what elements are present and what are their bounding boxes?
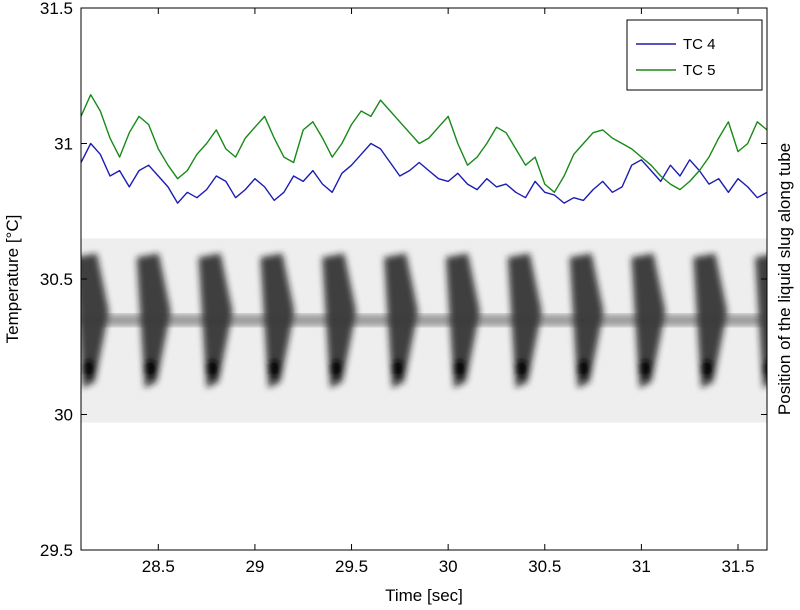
x-tick-label: 31 xyxy=(632,557,651,576)
series-layer xyxy=(81,93,767,204)
x-tick-label: 31.5 xyxy=(721,557,754,576)
slug-blob xyxy=(330,359,343,378)
y-tick-label: 30.5 xyxy=(40,270,73,289)
x-axis-label: Time [sec] xyxy=(385,586,463,605)
y-tick-label: 29.5 xyxy=(40,541,73,560)
y-tick-label: 31 xyxy=(54,135,73,154)
legend-label-tc5: TC 5 xyxy=(683,62,716,79)
series-line-tc5 xyxy=(81,93,767,194)
ticks: 28.5 29 29.5 30 30.5 31 31.5 29.5 30 30.5 31 31.5 xyxy=(40,0,767,576)
legend: TC 4 TC 5 xyxy=(626,19,763,91)
slug-blob xyxy=(82,359,95,378)
slug-blob xyxy=(144,359,157,378)
y-tick-label: 31.5 xyxy=(40,0,73,18)
slug-blob xyxy=(763,359,767,377)
slug-blob xyxy=(639,359,652,378)
slug-position-image xyxy=(81,238,767,423)
slug-blob xyxy=(206,359,219,378)
slug-blob xyxy=(577,359,590,378)
x-tick-label: 29.5 xyxy=(335,557,368,576)
legend-box xyxy=(626,19,763,91)
y-axis-label: Temperature [°C] xyxy=(3,215,22,344)
slug-blob xyxy=(701,359,714,378)
slug-blob xyxy=(392,359,405,378)
series-line-tc4 xyxy=(81,142,767,204)
slug-blob xyxy=(268,359,281,378)
x-tick-label: 30.5 xyxy=(528,557,561,576)
y2-axis-label: Position of the liquid slug along tube xyxy=(775,143,794,415)
x-tick-label: 30 xyxy=(439,557,458,576)
x-tick-label: 29 xyxy=(245,557,264,576)
y-tick-label: 30 xyxy=(54,406,73,425)
slug-blob xyxy=(515,359,528,378)
legend-label-tc4: TC 4 xyxy=(683,36,716,53)
x-tick-label: 28.5 xyxy=(142,557,175,576)
slug-band xyxy=(81,238,767,423)
slug-mean-band xyxy=(81,314,767,327)
slug-blob xyxy=(453,359,466,378)
